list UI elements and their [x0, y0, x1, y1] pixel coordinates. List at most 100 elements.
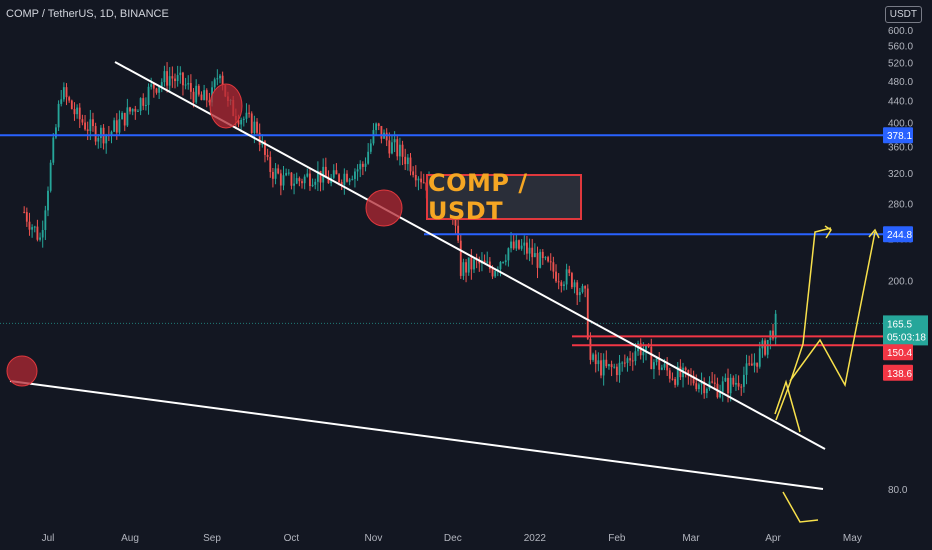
candle-body	[613, 366, 616, 368]
candle-body	[179, 72, 182, 76]
candle-body	[39, 237, 41, 240]
candle-body	[660, 367, 663, 370]
candle-body	[502, 262, 505, 264]
candle-body	[515, 240, 518, 249]
candle-body	[576, 282, 579, 296]
y-tick-label: 200.0	[888, 276, 913, 287]
candle-body	[277, 168, 280, 174]
candle-body	[560, 282, 563, 287]
candle-body	[309, 173, 311, 187]
candle-body	[301, 181, 303, 184]
x-tick-label: Jul	[42, 533, 55, 544]
candle-body	[467, 257, 470, 273]
candle-body	[293, 183, 296, 186]
candle-body	[737, 382, 740, 387]
candle-body	[735, 382, 737, 385]
candle-body	[629, 358, 632, 361]
candle-body	[745, 363, 748, 375]
chart-title-box: COMP / USDT	[426, 169, 582, 225]
candle-body	[203, 90, 206, 101]
candle-body	[256, 121, 258, 133]
candle-body	[676, 366, 679, 385]
candle-body	[89, 119, 92, 132]
candle-body	[158, 86, 161, 93]
candle-body	[650, 346, 653, 370]
candle-body	[573, 282, 576, 288]
lower-trendline	[9, 380, 824, 490]
candle-body	[279, 173, 282, 186]
candle-body	[420, 178, 423, 183]
candle-body	[176, 75, 179, 82]
candle-body	[174, 78, 176, 82]
candle-body	[764, 340, 766, 355]
candle-body	[250, 113, 253, 133]
candle-body	[348, 179, 351, 182]
y-tick-label: 600.0	[888, 26, 913, 37]
candle-body	[721, 381, 724, 392]
candle-body	[189, 83, 192, 92]
candle-body	[544, 257, 547, 259]
candle-body	[372, 130, 375, 144]
candle-body	[462, 262, 465, 276]
candle-body	[258, 132, 261, 145]
candle-body	[110, 131, 113, 135]
pivot-circle-jun	[6, 355, 38, 387]
candle-body	[525, 242, 528, 254]
candle-body	[568, 269, 571, 274]
currency-unit-button[interactable]: USDT	[884, 6, 922, 23]
candle-body	[274, 168, 277, 179]
candle-body	[113, 120, 116, 132]
candle-body	[406, 157, 409, 165]
candle-body	[724, 377, 727, 382]
candle-body	[499, 262, 502, 270]
candle-body	[377, 123, 380, 126]
candle-body	[401, 144, 404, 157]
candle-body	[237, 120, 240, 125]
candle-body	[47, 190, 49, 211]
candle-body	[758, 348, 761, 367]
candle-body	[531, 247, 534, 258]
candle-body	[727, 377, 729, 394]
candle-body	[703, 381, 706, 394]
projection-path-b	[789, 231, 876, 388]
candle-body	[78, 107, 81, 120]
candle-body	[94, 126, 97, 142]
candle-body	[486, 261, 489, 263]
candle-body	[86, 129, 89, 132]
candle-body	[121, 112, 124, 120]
candle-body	[671, 378, 674, 380]
y-tick-label: 400.0	[888, 118, 913, 129]
candle-body	[687, 370, 690, 376]
candle-body	[205, 90, 208, 101]
candle-body	[774, 313, 777, 339]
candle-body	[105, 134, 108, 144]
candle-body	[457, 225, 460, 241]
last-price-label-bg	[883, 315, 928, 346]
candle-body	[655, 358, 658, 363]
candle-body	[338, 174, 340, 183]
candle-body	[115, 120, 118, 133]
candle-body	[55, 127, 57, 138]
candle-body	[563, 284, 565, 287]
price-label-378-bg	[883, 127, 913, 144]
candle-body	[605, 359, 608, 367]
projection-path-down	[782, 491, 819, 523]
candle-body	[409, 157, 412, 172]
candle-body	[76, 107, 79, 115]
pivot-circle-nov	[365, 189, 403, 227]
candle-body	[772, 330, 774, 339]
candle-body	[144, 104, 147, 106]
x-tick-label: Oct	[284, 533, 300, 544]
candle-body	[570, 273, 573, 288]
candle-body	[163, 71, 166, 83]
candle-body	[621, 362, 624, 364]
candle-body	[168, 76, 171, 86]
candle-body	[192, 91, 195, 103]
candle-body	[465, 262, 467, 273]
candle-body	[216, 78, 219, 80]
x-tick-label: Nov	[365, 533, 383, 544]
candle-body	[589, 338, 592, 360]
candle-body	[182, 72, 184, 86]
candle-body	[242, 118, 245, 120]
